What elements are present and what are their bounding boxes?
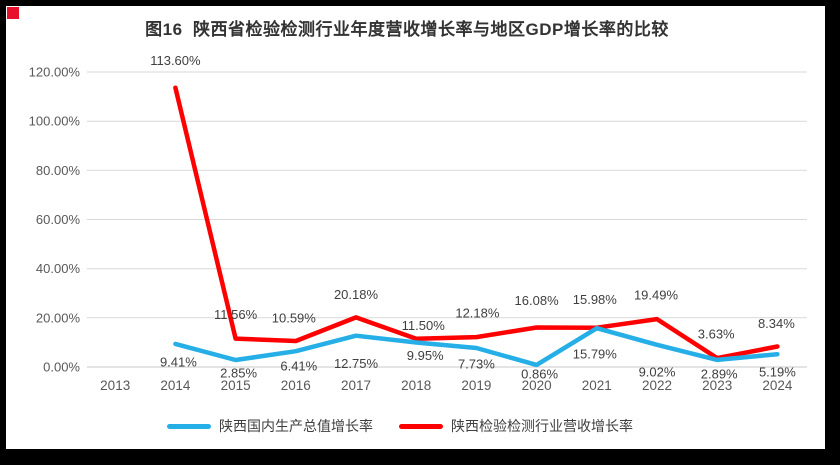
data-label: 19.49% [634, 288, 679, 303]
x-tick-label: 2013 [100, 378, 130, 393]
data-label: 9.02% [639, 364, 676, 379]
frame-left-border [0, 0, 6, 465]
y-tick-label: 120.00% [29, 65, 81, 80]
y-tick-label: 100.00% [29, 114, 81, 129]
data-label: 7.73% [458, 357, 495, 372]
data-label: 6.41% [280, 359, 317, 374]
data-label: 15.98% [573, 292, 618, 307]
legend-item-industry: 陕西检验检测行业营收增长率 [399, 416, 633, 436]
legend-swatch-industry-line-icon [399, 423, 443, 429]
x-tick-label: 2015 [221, 378, 251, 393]
data-label: 20.18% [334, 287, 379, 302]
data-label: 10.59% [272, 311, 317, 326]
legend-label-gdp: 陕西国内生产总值增长率 [219, 418, 373, 434]
data-label: 12.18% [455, 306, 500, 321]
data-label: 2.89% [701, 366, 738, 381]
data-label: 5.19% [759, 365, 796, 380]
legend-label-industry: 陕西检验检测行业营收增长率 [451, 418, 633, 434]
series-line-industry [173, 85, 780, 361]
legend-item-gdp: 陕西国内生产总值增长率 [167, 416, 373, 436]
x-tick-label: 2017 [341, 378, 371, 393]
chart-title: 图16 陕西省检验检测行业年度营收增长率与地区GDP增长率的比较 [145, 20, 669, 39]
data-label: 8.34% [758, 316, 795, 331]
y-tick-label: 0.00% [43, 360, 80, 375]
x-tick-label: 2016 [281, 378, 311, 393]
x-tick-label: 2020 [522, 378, 552, 393]
frame-top-border [0, 0, 840, 6]
x-tick-label: 2019 [461, 378, 491, 393]
series-line-gdp [173, 325, 780, 368]
data-label: 15.79% [573, 347, 618, 362]
legend-swatch-gdp-line-icon [167, 423, 211, 429]
x-tick-label: 2024 [762, 378, 793, 393]
data-label: 3.63% [698, 327, 735, 342]
data-label: 0.86% [521, 366, 558, 381]
legend: 陕西国内生产总值增长率 陕西检验检测行业营收增长率 [115, 413, 685, 439]
data-label: 9.95% [407, 348, 444, 363]
data-label: 16.08% [515, 293, 560, 308]
x-tick-label: 2021 [582, 378, 612, 393]
red-corner-marker-icon [7, 7, 19, 19]
data-label: 12.75% [334, 356, 379, 371]
y-tick-label: 80.00% [36, 163, 81, 178]
data-label: 9.41% [160, 354, 197, 369]
x-tick-label: 2014 [160, 378, 191, 393]
data-label: 2.85% [220, 366, 257, 381]
frame-right-border [825, 0, 840, 465]
x-tick-label: 2023 [702, 378, 732, 393]
y-tick-label: 20.00% [36, 310, 81, 325]
data-label: 113.60% [150, 53, 201, 68]
x-tick-label: 2018 [401, 378, 431, 393]
y-tick-label: 60.00% [36, 212, 81, 227]
x-tick-label: 2022 [642, 378, 672, 393]
data-label: 11.56% [214, 307, 258, 322]
data-label: 11.50% [402, 318, 446, 333]
frame-bottom-border [0, 449, 840, 465]
y-tick-label: 40.00% [36, 261, 81, 276]
